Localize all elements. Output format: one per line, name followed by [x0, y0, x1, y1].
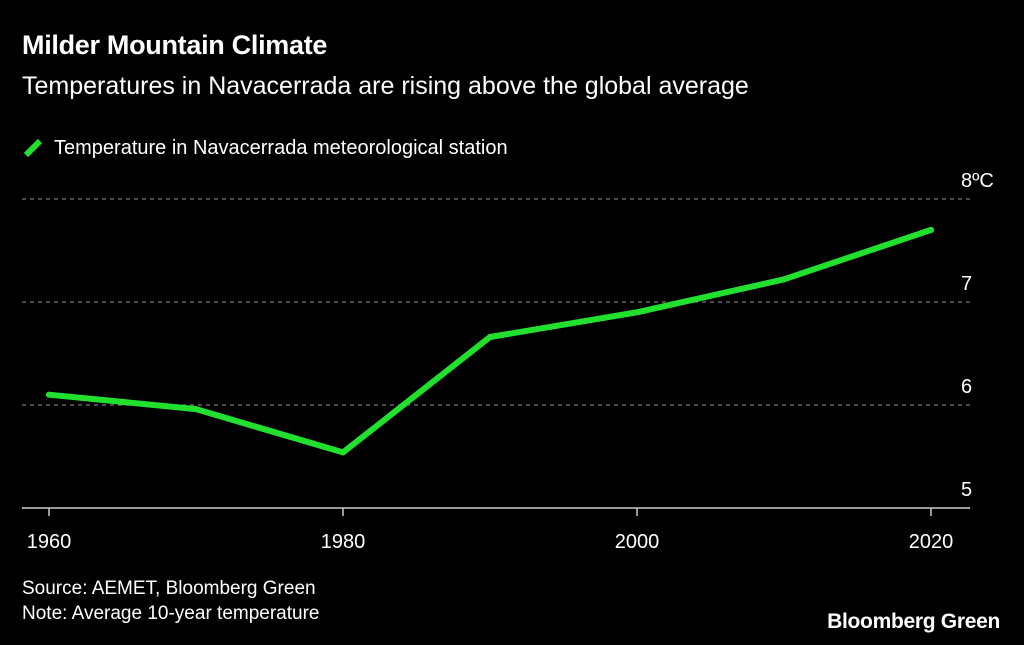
- axis-layer: [22, 507, 970, 516]
- series-layer: [46, 226, 934, 456]
- label-layer: 5 6 7 8ºC 1960 1980 2000 2020: [27, 170, 994, 553]
- x-tick-label: 2020: [909, 531, 954, 553]
- y-tick-label: 7: [961, 273, 972, 295]
- data-point: [340, 449, 346, 456]
- legend: Temperature in Navacerrada meteorologica…: [22, 135, 508, 161]
- data-point: [193, 406, 199, 413]
- y-tick-label: 6: [961, 376, 972, 398]
- x-tick-label: 1960: [27, 531, 72, 553]
- x-tick-label: 2000: [615, 531, 660, 553]
- data-point: [634, 309, 640, 316]
- legend-swatch-icon: [23, 138, 43, 158]
- brand-logo: Bloomberg Green: [827, 610, 1000, 633]
- y-tick-label: 5: [961, 479, 972, 501]
- chart-subtitle: Temperatures in Navacerrada are rising a…: [22, 72, 749, 100]
- x-tick-label: 1980: [321, 531, 366, 553]
- data-point: [487, 334, 493, 341]
- data-point: [928, 226, 934, 233]
- legend-label: Temperature in Navacerrada meteorologica…: [54, 136, 508, 159]
- source-note: Source: AEMET, Bloomberg Green: [22, 578, 316, 599]
- data-point: [46, 391, 52, 398]
- y-tick-label: 8ºC: [961, 170, 994, 192]
- grid-layer: [22, 198, 970, 406]
- series-line: [46, 226, 934, 456]
- data-point: [781, 276, 787, 283]
- method-note: Note: Average 10-year temperature: [22, 603, 320, 624]
- chart-title: Milder Mountain Climate: [22, 30, 328, 60]
